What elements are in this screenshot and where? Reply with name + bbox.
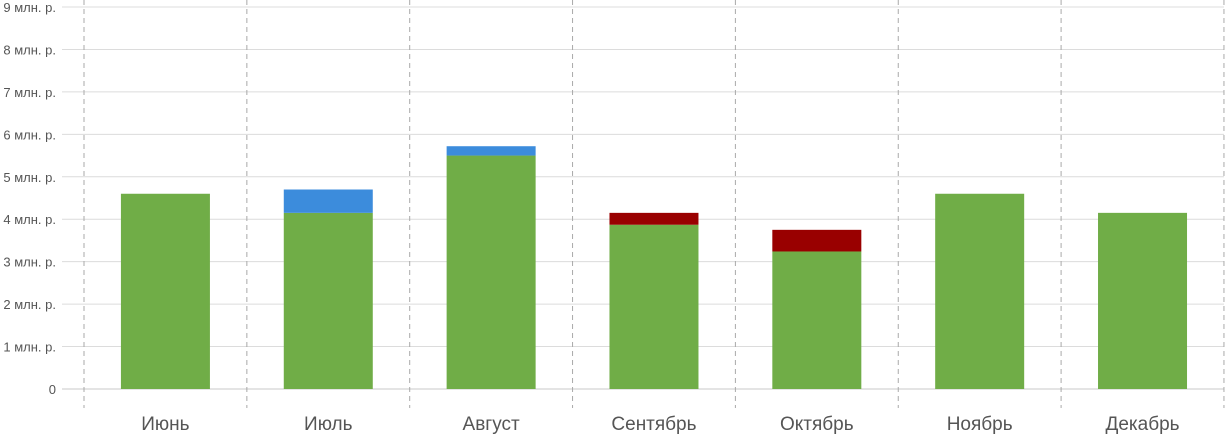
x-tick-label: Октябрь <box>780 414 854 435</box>
x-tick-label: Сентябрь <box>611 414 696 435</box>
y-tick-label: 7 млн. р. <box>3 85 56 100</box>
bar-segment <box>1098 212 1188 389</box>
x-tick-label: Ноябрь <box>947 414 1013 435</box>
y-tick-label: 9 млн. р. <box>3 0 56 15</box>
x-tick-label: Июль <box>304 414 353 435</box>
bar-segment <box>772 251 862 389</box>
bar-segment <box>772 229 862 252</box>
x-tick-label: Июнь <box>141 414 189 435</box>
bar-segment <box>609 212 699 225</box>
y-tick-label: 6 млн. р. <box>3 127 56 142</box>
y-tick-label: 0 <box>49 382 56 397</box>
bar-segment <box>609 224 699 389</box>
bar-segment <box>446 146 536 156</box>
y-tick-label: 2 млн. р. <box>3 297 56 312</box>
y-tick-label: 4 млн. р. <box>3 212 56 227</box>
y-tick-label: 8 млн. р. <box>3 42 56 57</box>
bar-segment <box>283 189 373 213</box>
bar-segment <box>446 155 536 389</box>
x-tick-label: Декабрь <box>1105 414 1179 435</box>
y-tick-label: 3 млн. р. <box>3 255 56 270</box>
x-axis: Июнь Июль Август Сентябрь Октябрь Ноябрь Декаб… <box>141 414 1179 435</box>
bars <box>120 146 1188 389</box>
bar-segment <box>283 212 373 389</box>
vertical-dividers <box>83 0 1225 408</box>
y-tick-label: 1 млн. р. <box>3 340 56 355</box>
y-tick-label: 5 млн. р. <box>3 170 56 185</box>
y-axis: 0 1 млн. р. 2 млн. р. 3 млн. р. 4 млн. р. 5 м… <box>3 0 56 397</box>
x-tick-label: Август <box>463 414 520 435</box>
bar-segment <box>120 193 210 389</box>
bar-segment <box>935 193 1025 389</box>
